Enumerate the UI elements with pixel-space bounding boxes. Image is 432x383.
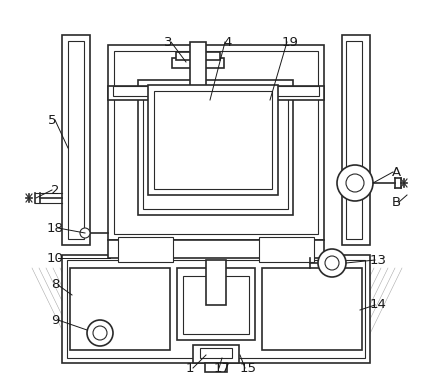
Bar: [183, 276, 249, 334]
Bar: [67, 260, 365, 358]
Bar: [114, 51, 318, 234]
Bar: [172, 58, 224, 68]
Text: 17: 17: [213, 362, 231, 375]
Bar: [205, 363, 227, 372]
Bar: [108, 86, 324, 100]
Bar: [148, 85, 278, 195]
Text: 15: 15: [239, 362, 257, 375]
Text: 5: 5: [48, 113, 56, 126]
Bar: [113, 86, 319, 96]
Text: 4: 4: [224, 36, 232, 49]
Text: 14: 14: [369, 298, 387, 311]
Bar: [177, 268, 255, 340]
Bar: [193, 345, 239, 363]
Bar: [346, 41, 362, 239]
Bar: [262, 268, 362, 350]
Bar: [68, 41, 84, 239]
Circle shape: [346, 174, 364, 192]
Circle shape: [318, 249, 346, 277]
Text: 18: 18: [47, 221, 64, 234]
Bar: [342, 35, 370, 245]
Circle shape: [87, 320, 113, 346]
Bar: [138, 80, 293, 215]
Circle shape: [80, 228, 90, 238]
Text: 3: 3: [164, 36, 172, 49]
Circle shape: [325, 256, 339, 270]
Text: 10: 10: [47, 252, 64, 265]
Text: 19: 19: [282, 36, 299, 49]
Bar: [176, 52, 220, 60]
Bar: [259, 237, 314, 262]
Text: 9: 9: [51, 314, 59, 326]
Text: 2: 2: [51, 183, 59, 196]
Circle shape: [337, 165, 373, 201]
Bar: [206, 260, 226, 305]
Bar: [108, 45, 324, 240]
Bar: [190, 42, 206, 92]
Bar: [62, 255, 370, 363]
Bar: [200, 348, 232, 358]
Text: 8: 8: [51, 278, 59, 291]
Bar: [118, 237, 173, 262]
Text: 1: 1: [186, 362, 194, 375]
Bar: [62, 35, 90, 245]
Bar: [154, 91, 272, 189]
Bar: [143, 87, 288, 209]
Text: 13: 13: [369, 254, 387, 267]
Text: B: B: [391, 195, 400, 208]
Circle shape: [93, 326, 107, 340]
Bar: [108, 240, 324, 258]
Bar: [70, 268, 170, 350]
Text: A: A: [391, 165, 400, 178]
